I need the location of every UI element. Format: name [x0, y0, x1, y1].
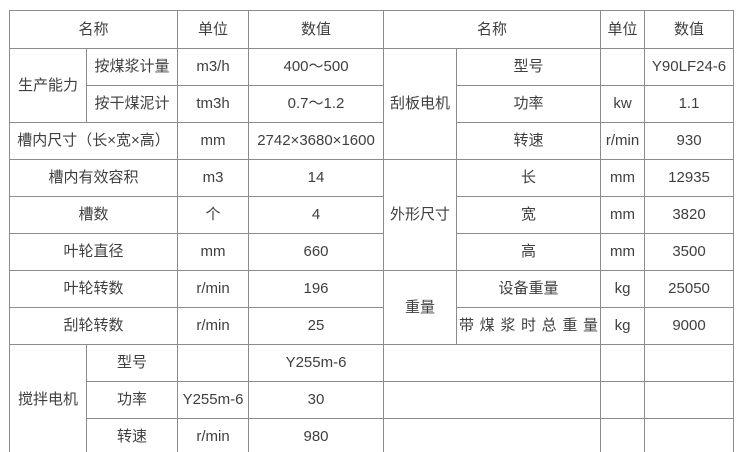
param-value-cell: 3500 [644, 233, 735, 271]
param-name-cell: 转速 [85, 418, 179, 452]
table-row: 槽内有效容积 m3 14 外形尺寸 长 mm 12935 [8, 159, 735, 271]
param-name-cell: 按煤浆计量 [85, 48, 179, 86]
param-value-cell [644, 381, 735, 419]
param-name-cell: 槽内尺寸（长×宽×高） [8, 122, 179, 160]
param-name-cell [383, 418, 602, 452]
param-name-cell: 型号 [456, 48, 602, 86]
param-unit-cell: kg [600, 270, 646, 308]
param-name-cell: 设备重量 [456, 270, 602, 308]
param-name-cell: 槽数 [8, 196, 179, 234]
group-weight: 重量 [383, 270, 458, 345]
table-row: 生产能力 按煤浆计量 m3/h 400～500 刮板电机 型号 Y90LF24-… [9, 48, 735, 160]
table-row: 叶轮直径 mm 660 高 mm 3500 [8, 233, 735, 271]
table-row: 转速 r/min 980 [10, 418, 735, 452]
param-value-cell: 400～500 [248, 48, 385, 86]
param-value-cell: 9000 [644, 307, 735, 345]
param-value-cell: 30 [248, 381, 385, 419]
param-value-cell: 0.7～1.2 [248, 85, 385, 123]
table-row: 功率 Y255m-6 30 [10, 381, 735, 419]
param-unit-cell: tm3h [177, 85, 250, 123]
group-production-capacity: 生产能力 [9, 48, 87, 123]
param-unit-cell: mm [600, 233, 646, 271]
param-value-cell: 4 [248, 196, 385, 234]
header-unit-right: 单位 [600, 10, 646, 49]
table-row: 叶轮转数 r/min 196 重量 设备重量 kg 25050 [8, 270, 735, 345]
param-name-cell [383, 381, 602, 419]
param-value-cell: 25 [248, 307, 385, 345]
param-name-cell: 型号 [85, 344, 179, 382]
header-row: 名称 单位 数值 名称 单位 数值 [8, 10, 735, 49]
param-value-cell: 196 [248, 270, 385, 308]
param-unit-cell: r/min [177, 307, 250, 345]
header-value-left: 数值 [248, 10, 385, 49]
param-name-cell: 叶轮转数 [8, 270, 179, 308]
header-name-right: 名称 [383, 10, 602, 49]
param-name-cell: 槽内有效容积 [8, 159, 179, 197]
table-row: 按干煤泥计 tm3h 0.7～1.2 功率 kw 1.1 [10, 85, 735, 123]
param-unit-cell: r/min [177, 418, 250, 452]
param-unit-cell: m3 [177, 159, 250, 197]
param-unit-cell [177, 344, 250, 382]
table-row: 槽数 个 4 宽 mm 3820 [8, 196, 735, 234]
param-value-cell [644, 344, 735, 382]
param-value-cell: 930 [644, 122, 735, 160]
param-unit-cell: mm [600, 196, 646, 234]
param-unit-cell: kw [600, 85, 646, 123]
param-unit-cell: r/min [600, 122, 646, 160]
param-value-cell: 3820 [644, 196, 735, 234]
param-name-cell [383, 344, 602, 382]
param-unit-cell: mm [177, 233, 250, 271]
group-overall-dimensions: 外形尺寸 [383, 159, 458, 271]
param-name-cell: 长 [456, 159, 602, 197]
group-mixer-motor: 搅拌电机 [9, 344, 87, 452]
param-unit-cell [600, 381, 646, 419]
param-value-cell: Y90LF24-6 [644, 48, 735, 86]
param-unit-cell: mm [177, 122, 250, 160]
table-row: 搅拌电机 型号 Y255m-6 [9, 344, 735, 452]
param-name-cell: 转速 [456, 122, 602, 160]
table-row: 刮轮转数 r/min 25 带煤浆时总重量 kg 9000 [8, 307, 735, 345]
equipment-spec-table: 名称 单位 数值 名称 单位 数值 生产能力 按煤浆计量 m3/h 400～50… [8, 10, 735, 452]
param-value-cell: 660 [248, 233, 385, 271]
param-value-cell: 980 [248, 418, 385, 452]
param-value-cell: 2742×3680×1600 [248, 122, 385, 160]
param-unit-cell: mm [600, 159, 646, 197]
param-value-cell: 14 [248, 159, 385, 197]
param-name-cell: 高 [456, 233, 602, 271]
param-name-cell: 带煤浆时总重量 [456, 307, 602, 345]
header-name-left: 名称 [8, 10, 179, 49]
param-value-cell: Y255m-6 [248, 344, 385, 382]
param-name-cell: 按干煤泥计 [85, 85, 179, 123]
param-name-cell: 功率 [456, 85, 602, 123]
param-value-cell [644, 418, 735, 452]
param-unit-cell [600, 418, 646, 452]
param-value-cell: 25050 [644, 270, 735, 308]
param-unit-cell: kg [600, 307, 646, 345]
group-scraper-motor: 刮板电机 [383, 48, 458, 160]
param-value-cell: 12935 [644, 159, 735, 197]
param-unit-cell [600, 344, 646, 382]
param-value-cell: 1.1 [644, 85, 735, 123]
param-name-cell: 宽 [456, 196, 602, 234]
param-name-cell: 刮轮转数 [8, 307, 179, 345]
table-row: 槽内尺寸（长×宽×高） mm 2742×3680×1600 转速 r/min 9… [8, 122, 735, 160]
param-name-cell: 功率 [85, 381, 179, 419]
param-unit-cell: Y255m-6 [177, 381, 250, 419]
param-name-cell: 叶轮直径 [8, 233, 179, 271]
header-unit-left: 单位 [177, 10, 250, 49]
header-value-right: 数值 [644, 10, 735, 49]
param-unit-cell: m3/h [177, 48, 250, 86]
param-unit-cell [600, 48, 646, 86]
param-unit-cell: 个 [177, 196, 250, 234]
param-unit-cell: r/min [177, 270, 250, 308]
